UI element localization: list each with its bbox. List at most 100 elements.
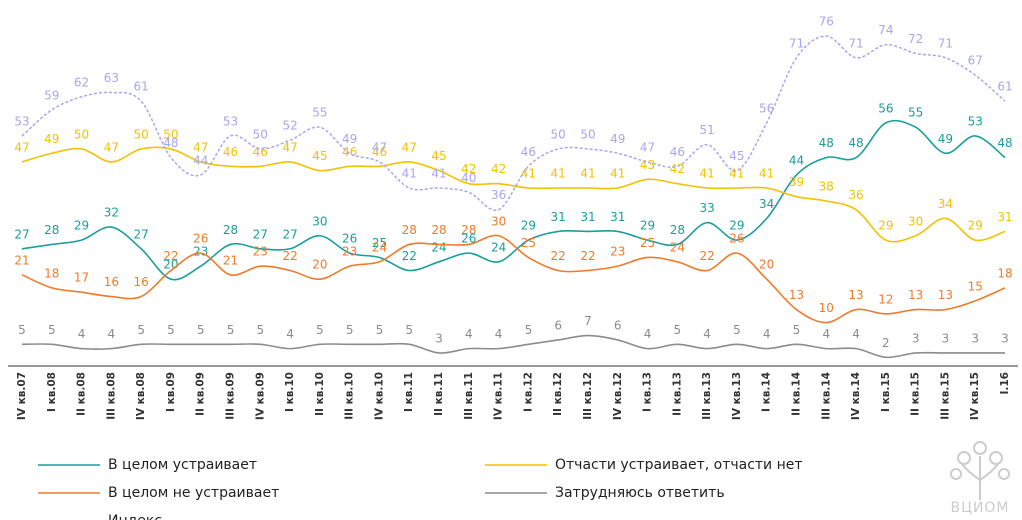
x-tick-label: III кв.10 [344, 372, 356, 420]
data-label: 47 [372, 140, 387, 154]
series-line [21, 334, 1005, 359]
data-label: 24 [491, 240, 506, 254]
data-label: 29 [729, 219, 744, 233]
legend-label: В целом не устраивает [108, 485, 279, 501]
data-label: 28 [461, 223, 476, 237]
data-label: 4 [78, 327, 86, 341]
data-label: 4 [495, 327, 503, 341]
data-label: 46 [521, 145, 536, 159]
data-label: 27 [253, 227, 268, 241]
legend-label: В целом устраивает [108, 457, 257, 473]
x-tick-label: III кв.12 [582, 372, 594, 420]
data-label: 55 [908, 106, 923, 120]
data-label: 23 [193, 245, 208, 259]
data-label: 24 [431, 240, 446, 254]
data-label: 22 [282, 249, 297, 263]
data-label: 50 [580, 127, 595, 141]
x-tick-label: II кв.15 [910, 372, 922, 416]
data-label: 6 [614, 318, 622, 332]
data-label: 48 [163, 136, 178, 150]
data-label: 5 [376, 323, 384, 337]
data-label: 41 [551, 167, 566, 181]
data-label: 25 [372, 236, 387, 250]
data-label: 47 [104, 140, 119, 154]
x-tick-label: III кв.08 [105, 372, 117, 420]
data-label: 61 [134, 80, 149, 94]
data-label: 34 [938, 197, 953, 211]
data-label: 36 [491, 188, 506, 202]
data-label: 5 [733, 323, 741, 337]
x-tick-label: III кв.15 [939, 372, 951, 420]
x-tick-label: II кв.11 [433, 372, 445, 416]
data-label: 76 [819, 15, 834, 29]
data-label: 55 [312, 106, 327, 120]
data-label: 53 [223, 114, 238, 128]
logo: ВЦИОМ [950, 500, 1009, 516]
data-label: 4 [286, 327, 294, 341]
data-label: 29 [521, 219, 536, 233]
series-line [21, 119, 1006, 281]
data-label: 31 [610, 210, 625, 224]
x-tick-label: I кв.11 [403, 372, 415, 412]
data-label: 23 [610, 245, 625, 259]
data-label: 50 [134, 127, 149, 141]
data-label: 4 [465, 327, 473, 341]
data-label: 24 [670, 240, 685, 254]
data-label: 47 [193, 140, 208, 154]
data-label: 26 [193, 232, 208, 246]
data-label: 20 [759, 258, 774, 272]
data-label: 12 [878, 292, 893, 306]
x-tick-label: III кв.14 [820, 372, 832, 420]
data-label: 41 [580, 167, 595, 181]
data-label: 20 [312, 258, 327, 272]
data-label: 3 [912, 331, 920, 345]
data-label: 45 [729, 149, 744, 163]
data-label: 42 [670, 162, 685, 176]
data-label: 67 [968, 54, 983, 68]
series-line [21, 234, 1006, 324]
data-label: 29 [968, 219, 983, 233]
data-label: 5 [227, 323, 235, 337]
data-label: 3 [435, 331, 443, 345]
data-label: 5 [525, 323, 533, 337]
x-tick-label: II кв.14 [790, 372, 802, 416]
data-label: 46 [372, 145, 387, 159]
x-tick-label: III кв.09 [225, 372, 237, 420]
data-label: 5 [167, 323, 175, 337]
data-label: 45 [431, 149, 446, 163]
data-label: 43 [640, 158, 655, 172]
data-label: 18 [44, 266, 59, 280]
x-tick-label: IV кв.08 [135, 372, 147, 420]
x-tick-label: I кв.14 [761, 372, 773, 412]
x-tick-label: II кв.09 [195, 372, 207, 416]
data-label: 13 [908, 288, 923, 302]
data-label: 4 [644, 327, 652, 341]
data-label: 29 [878, 219, 893, 233]
data-label: 27 [14, 227, 29, 241]
data-label: 59 [44, 88, 59, 102]
data-label: 16 [104, 275, 119, 289]
data-label: 15 [968, 279, 983, 293]
data-label: 42 [461, 162, 476, 176]
data-label: 41 [729, 167, 744, 181]
data-label: 74 [878, 23, 893, 37]
data-label: 23 [342, 245, 357, 259]
data-label: 41 [402, 167, 417, 181]
data-label: 48 [997, 136, 1012, 150]
data-label: 71 [938, 36, 953, 50]
data-label: 28 [402, 223, 417, 237]
data-label: 5 [674, 323, 682, 337]
data-label: 44 [789, 153, 804, 167]
data-label: 63 [104, 71, 119, 85]
data-label: 36 [848, 188, 863, 202]
data-label: 47 [282, 140, 297, 154]
x-tick-label: IV кв.10 [373, 372, 385, 420]
data-label: 26 [729, 232, 744, 246]
data-label: 45 [312, 149, 327, 163]
data-label: 41 [699, 167, 714, 181]
data-label: 24 [372, 240, 387, 254]
data-label: 22 [699, 249, 714, 263]
x-tick-label: II кв.08 [76, 372, 88, 416]
data-label: 27 [134, 227, 149, 241]
